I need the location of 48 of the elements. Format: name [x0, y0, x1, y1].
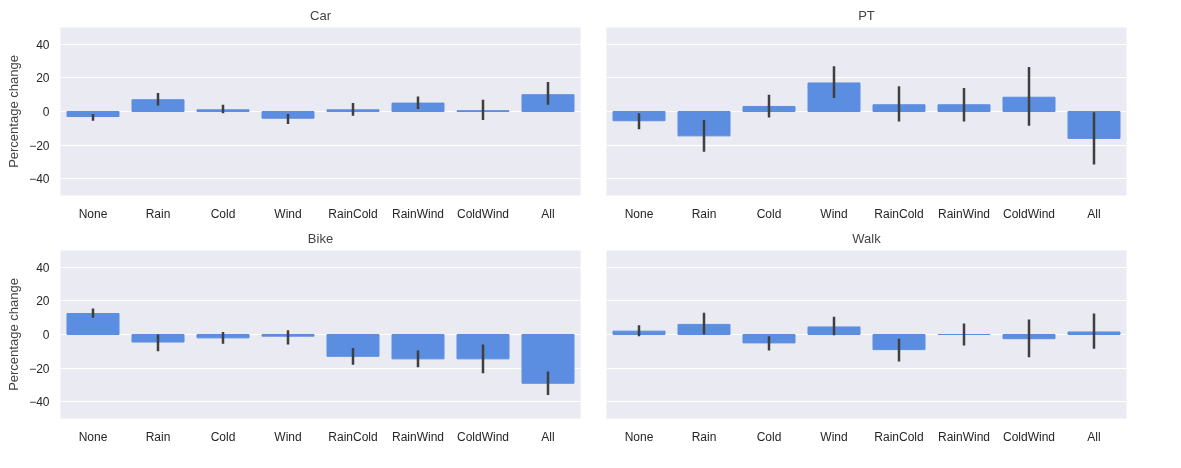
- x-tick-label: RainWind: [937, 429, 991, 444]
- chart-title: PT: [858, 7, 875, 23]
- y-tick-label: −40: [29, 172, 50, 187]
- x-tick-label: Cold: [210, 429, 236, 444]
- x-tick-label: ColdWind: [456, 206, 510, 221]
- chart-title: Car: [310, 7, 332, 23]
- x-tick-label: RainWind: [391, 206, 445, 221]
- x-tick-label: None: [78, 429, 108, 444]
- x-tick-label: All: [541, 206, 555, 221]
- x-tick-label: RainCold: [874, 206, 924, 221]
- x-tick-label: RainWind: [937, 206, 991, 221]
- x-tick-label: None: [624, 429, 654, 444]
- y-tick-label: 0: [42, 328, 50, 342]
- y-axis-title: Percentage change: [6, 55, 22, 168]
- y-tick-label: 0: [42, 105, 50, 119]
- x-tick-label: All: [1087, 206, 1101, 221]
- chart-title: Bike: [307, 230, 334, 246]
- x-tick-label: RainCold: [874, 429, 924, 444]
- y-tick-label: 20: [36, 71, 50, 86]
- x-tick-label: ColdWind: [1002, 429, 1056, 444]
- y-tick-label: −20: [29, 361, 50, 376]
- x-tick-label: RainWind: [391, 429, 445, 444]
- x-tick-label: All: [1087, 429, 1101, 444]
- x-tick-label: Cold: [756, 206, 782, 221]
- x-tick-label: Rain: [145, 429, 171, 444]
- x-tick-label: Cold: [756, 429, 782, 444]
- y-tick-label: −20: [29, 138, 50, 153]
- x-tick-label: RainCold: [328, 429, 378, 444]
- x-tick-label: ColdWind: [456, 429, 510, 444]
- y-tick-label: 20: [36, 294, 50, 309]
- x-tick-label: Cold: [210, 206, 236, 221]
- x-tick-label: Wind: [820, 429, 848, 444]
- x-tick-label: Wind: [274, 206, 302, 221]
- x-tick-label: Rain: [145, 206, 171, 221]
- x-tick-label: ColdWind: [1002, 206, 1056, 221]
- x-tick-label: Wind: [820, 206, 848, 221]
- x-tick-label: None: [78, 206, 108, 221]
- x-tick-label: None: [624, 206, 654, 221]
- y-tick-label: 40: [36, 37, 50, 52]
- x-tick-label: Wind: [274, 429, 302, 444]
- x-tick-label: Rain: [691, 429, 717, 444]
- x-tick-label: RainCold: [328, 206, 378, 221]
- y-tick-label: −40: [29, 395, 50, 410]
- x-tick-label: Rain: [691, 206, 717, 221]
- y-axis-title: Percentage change: [6, 278, 22, 391]
- chart-title: Walk: [852, 230, 882, 246]
- x-tick-label: All: [541, 429, 555, 444]
- y-tick-label: 40: [36, 260, 50, 275]
